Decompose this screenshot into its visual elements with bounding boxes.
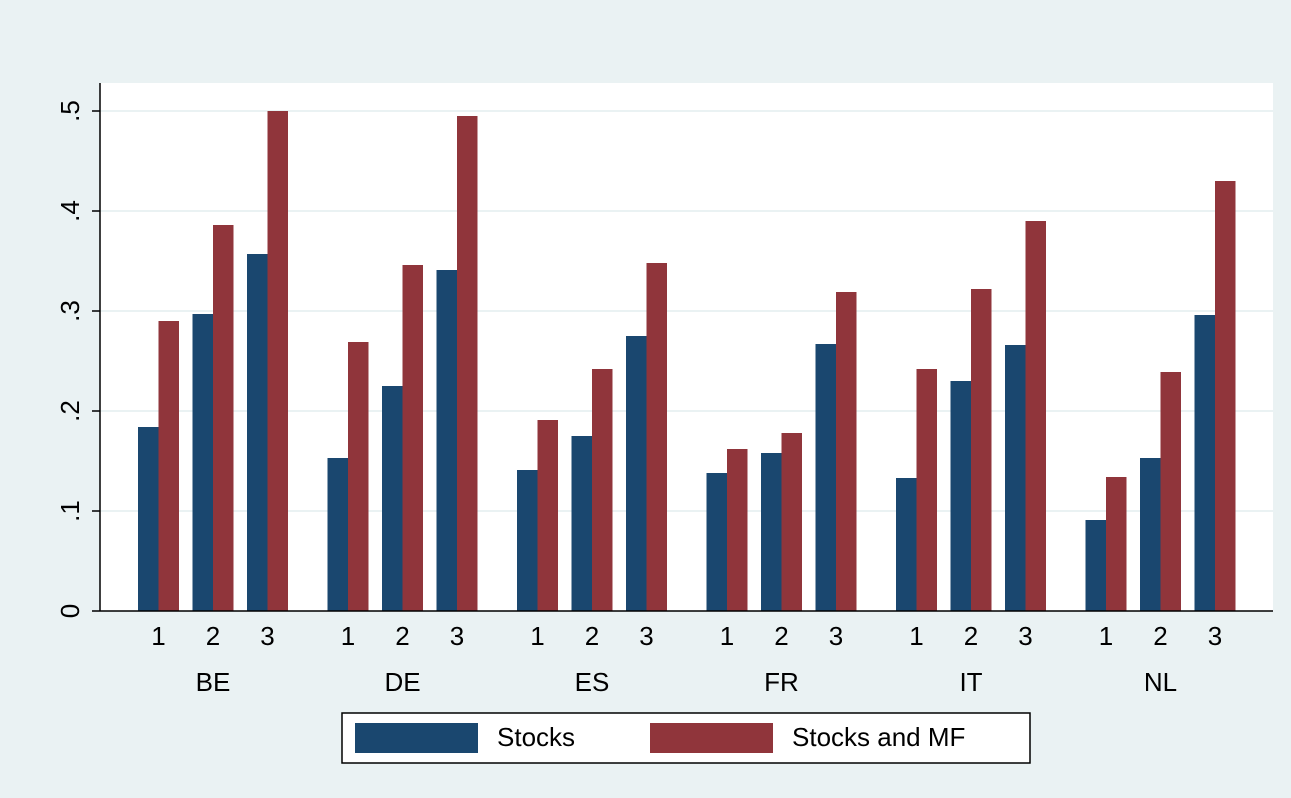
bar xyxy=(517,470,538,611)
x-tick-label: 2 xyxy=(774,621,788,651)
bar xyxy=(327,458,348,611)
x-tick-label: 3 xyxy=(260,621,274,651)
bar xyxy=(896,478,917,611)
bar xyxy=(761,453,782,611)
bar xyxy=(626,336,647,611)
group-label: DE xyxy=(384,667,420,697)
y-tick-label: .2 xyxy=(55,400,85,422)
bar xyxy=(646,263,667,611)
bar xyxy=(382,386,403,611)
bar xyxy=(1025,221,1046,611)
x-tick-label: 2 xyxy=(206,621,220,651)
bar xyxy=(706,473,727,611)
group-label: ES xyxy=(575,667,610,697)
group-label: IT xyxy=(959,667,982,697)
bar xyxy=(457,116,478,611)
x-tick-label: 3 xyxy=(1208,621,1222,651)
bar xyxy=(971,289,992,611)
bar xyxy=(916,369,937,611)
x-tick-label: 1 xyxy=(1099,621,1113,651)
bar xyxy=(815,344,836,611)
bar xyxy=(213,225,234,611)
plot-area xyxy=(100,83,1273,611)
y-tick-label: .1 xyxy=(55,500,85,522)
x-tick-label: 2 xyxy=(1153,621,1167,651)
bar xyxy=(1140,458,1161,611)
bar xyxy=(138,427,159,611)
x-tick-label: 3 xyxy=(1018,621,1032,651)
legend-swatch xyxy=(650,723,773,753)
x-tick-label: 3 xyxy=(829,621,843,651)
bar xyxy=(592,369,613,611)
bar xyxy=(247,254,268,611)
bar xyxy=(192,314,213,611)
bar xyxy=(1106,477,1127,611)
bar xyxy=(950,381,971,611)
x-tick-label: 2 xyxy=(964,621,978,651)
group-label: NL xyxy=(1144,667,1177,697)
bar xyxy=(158,321,179,611)
bar xyxy=(436,270,457,611)
y-tick-label: .5 xyxy=(55,100,85,122)
x-tick-label: 2 xyxy=(395,621,409,651)
bar xyxy=(1160,372,1181,611)
bar xyxy=(402,265,423,611)
y-tick-label: .4 xyxy=(55,200,85,222)
bar xyxy=(1215,181,1236,611)
x-tick-label: 1 xyxy=(530,621,544,651)
legend-label: Stocks and MF xyxy=(792,722,965,752)
group-label: BE xyxy=(196,667,231,697)
bar xyxy=(1194,315,1215,611)
x-tick-label: 1 xyxy=(720,621,734,651)
bar xyxy=(537,420,558,611)
bar xyxy=(727,449,748,611)
bar xyxy=(781,433,802,611)
bar xyxy=(571,436,592,611)
y-tick-label: 0 xyxy=(55,604,85,618)
x-tick-label: 3 xyxy=(639,621,653,651)
x-tick-label: 1 xyxy=(909,621,923,651)
legend-label: Stocks xyxy=(497,722,575,752)
bar xyxy=(267,111,288,611)
bar xyxy=(1085,520,1106,611)
y-tick-label: .3 xyxy=(55,300,85,322)
bar xyxy=(348,342,369,611)
group-label: FR xyxy=(764,667,799,697)
legend-swatch xyxy=(355,723,478,753)
x-tick-label: 2 xyxy=(585,621,599,651)
x-tick-label: 1 xyxy=(341,621,355,651)
x-tick-label: 3 xyxy=(450,621,464,651)
bar xyxy=(1005,345,1026,611)
bar xyxy=(836,292,857,611)
x-tick-label: 1 xyxy=(151,621,165,651)
